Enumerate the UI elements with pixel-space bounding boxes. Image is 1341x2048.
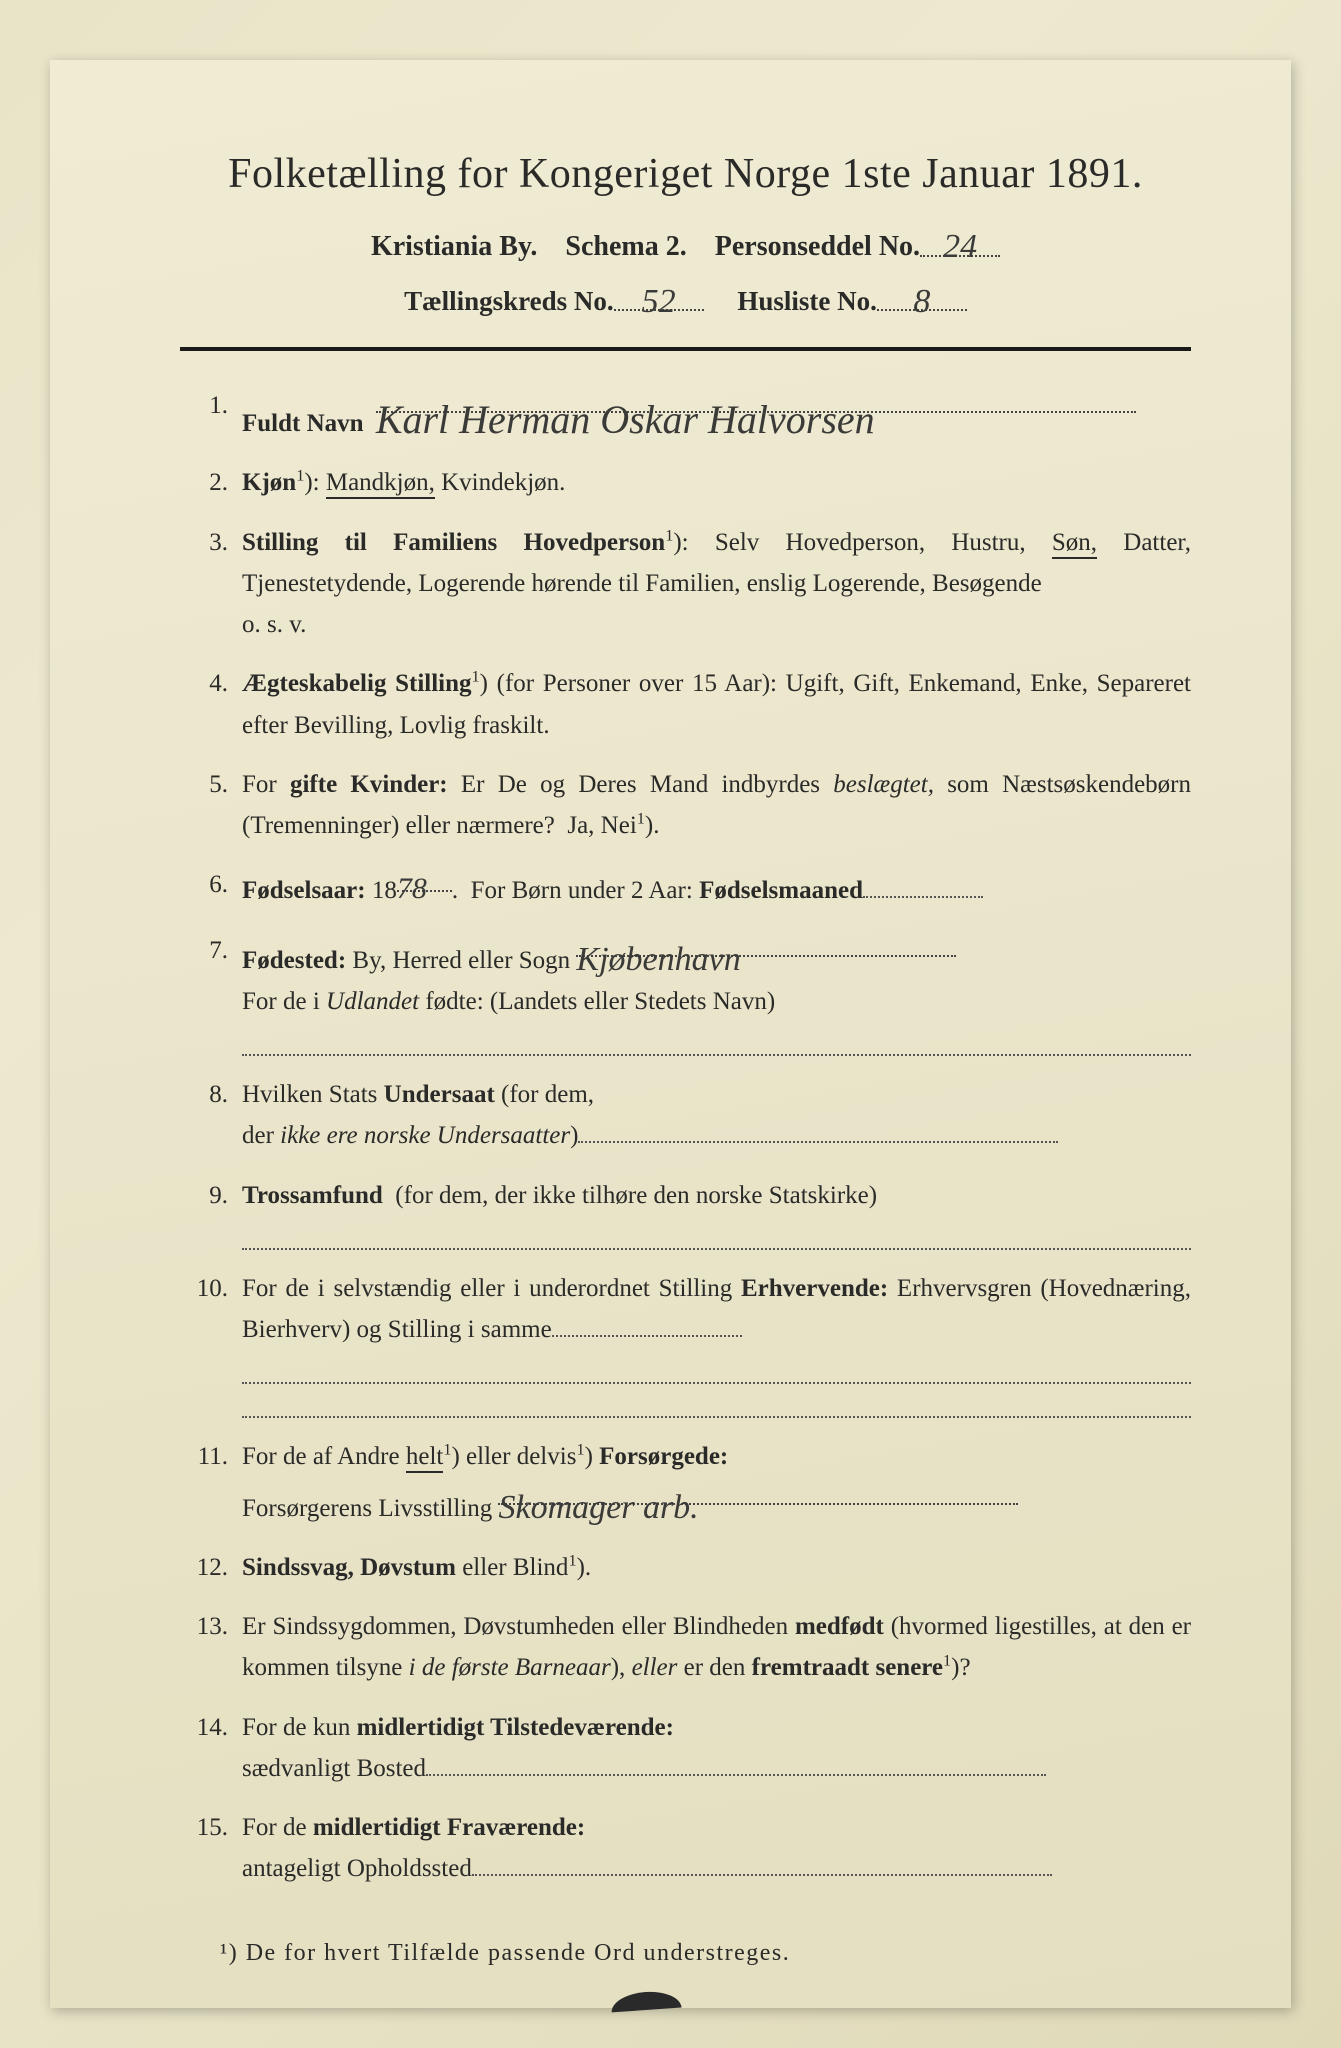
divider-rule <box>180 347 1191 351</box>
scan-background: Folketælling for Kongeriget Norge 1ste J… <box>0 0 1341 2048</box>
item-12-text: eller Blind <box>462 1554 568 1581</box>
item-1-label: Fuldt Navn <box>242 410 364 437</box>
page-tear <box>610 1990 681 2013</box>
item-5-prefix: For <box>242 771 277 798</box>
item-10: For de i selvstændig eller i underordnet… <box>180 1268 1191 1419</box>
footnote: ¹) De for hvert Tilfælde passende Ord un… <box>220 1940 1191 1967</box>
city-label: Kristiania By. <box>371 231 537 262</box>
sup-4: 1 <box>637 810 645 828</box>
personseddel-no: 24 <box>943 228 977 265</box>
item-4-label: Ægteskabelig Stilling <box>242 670 472 697</box>
item-3-tail: o. s. v. <box>242 611 306 638</box>
item-6-label: Fødselsaar: <box>242 877 366 904</box>
item-9-bold: Trossamfund <box>242 1182 383 1209</box>
third-row: Tællingskreds No. 52 Husliste No. 8 <box>180 281 1191 317</box>
item-15: For de midlertidigt Fraværende: antageli… <box>180 1807 1191 1890</box>
subtitle-row: Kristiania By. Schema 2. Personseddel No… <box>180 226 1191 263</box>
item-8-a: Hvilken Stats <box>242 1081 377 1108</box>
item-6-tailbold: Fødselsmaaned <box>699 877 863 904</box>
tallingskreds-no: 52 <box>642 283 676 320</box>
sup-6: 1 <box>576 1441 584 1459</box>
item-5: For gifte Kvinder: Er De og Deres Mand i… <box>180 764 1191 847</box>
item-11-underlined: helt <box>406 1443 444 1473</box>
schema-label: Schema 2. <box>565 231 686 262</box>
item-11-bold: Forsørgede: <box>599 1443 728 1470</box>
item-1: Fuldt Navn Karl Herman Oskar Halvorsen <box>180 385 1191 444</box>
item-10-bold: Erhvervende: <box>741 1275 888 1302</box>
item-14-text: For de kun <box>242 1714 350 1741</box>
item-5-label: gifte Kvinder: <box>290 771 448 798</box>
item-10-blank1 <box>242 1356 1191 1384</box>
item-4-paren: (for Personer over 15 Aar): <box>497 670 777 697</box>
husliste-label: Husliste No. <box>737 286 877 316</box>
form-title: Folketælling for Kongeriget Norge 1ste J… <box>180 150 1191 198</box>
item-6: Fødselsaar: 1878. For Børn under 2 Aar: … <box>180 864 1191 911</box>
item-3-selected: Søn, <box>1052 529 1097 559</box>
item-2-label: Kjøn <box>242 469 296 496</box>
item-11-a: For de af Andre <box>242 1443 400 1470</box>
item-7-text: By, Herred eller Sogn <box>352 947 570 974</box>
item-8: Hvilken Stats Undersaat (for dem, der ik… <box>180 1074 1191 1157</box>
item-15-bold: midlertidigt Fraværende: <box>313 1814 585 1841</box>
sup-7: 1 <box>568 1551 576 1569</box>
item-7-label: Fødested: <box>242 947 346 974</box>
item-14-line2: sædvanligt Bosted <box>242 1755 426 1782</box>
item-14-bold: midlertidigt Tilstedeværende: <box>357 1714 674 1741</box>
sup-5: 1 <box>443 1441 451 1459</box>
item-12: Sindssvag, Døvstum eller Blind1). <box>180 1547 1191 1588</box>
item-12-bold: Sindssvag, Døvstum <box>242 1554 456 1581</box>
item-9-blank <box>242 1222 1191 1250</box>
item-3: Stilling til Familiens Hovedperson1): Se… <box>180 522 1191 646</box>
sup-1: 1 <box>296 467 304 485</box>
form-items: Fuldt Navn Karl Herman Oskar Halvorsen K… <box>180 385 1191 1890</box>
item-2-selected: Mandkjøn, <box>326 469 435 499</box>
item-9-text: (for dem, der ikke tilhøre den norske St… <box>395 1182 877 1209</box>
item-9: Trossamfund (for dem, der ikke tilhøre d… <box>180 1175 1191 1250</box>
sup-3: 1 <box>472 668 480 686</box>
item-14: For de kun midlertidigt Tilstedeværende:… <box>180 1707 1191 1790</box>
item-4: Ægteskabelig Stilling1) (for Personer ov… <box>180 663 1191 746</box>
item-15-text: For de <box>242 1814 307 1841</box>
husliste-no: 8 <box>913 283 930 320</box>
item-8-bold: Undersaat <box>384 1081 495 1108</box>
item-10-blank2 <box>242 1390 1191 1418</box>
item-1-value: Karl Herman Oskar Halvorsen <box>376 397 875 442</box>
item-2: Kjøn1): Mandkjøn, Kvindekjøn. <box>180 462 1191 503</box>
item-11-line2: Forsørgerens Livsstilling <box>242 1495 492 1522</box>
item-6-tail-label: For Børn under 2 Aar: <box>471 877 693 904</box>
item-15-line2: antageligt Opholdssted <box>242 1855 472 1882</box>
item-11-b: eller delvis <box>466 1443 576 1470</box>
personseddel-label: Personseddel No. <box>715 231 920 262</box>
item-6-yearprefix: 18 <box>372 877 397 904</box>
item-3-label: Stilling til Familiens Hovedperson <box>242 529 665 556</box>
item-11-value: Skomager arb. <box>498 1489 698 1526</box>
sup-2: 1 <box>665 526 673 544</box>
tallingskreds-label: Tællingskreds No. <box>404 286 614 316</box>
item-7-value: Kjøbenhavn <box>576 941 740 978</box>
item-7: Fødested: By, Herred eller Sogn Kjøbenha… <box>180 930 1191 1057</box>
sup-8: 1 <box>943 1652 951 1670</box>
item-6-year: 78 <box>397 872 427 905</box>
item-8-b: (for dem, <box>501 1081 594 1108</box>
item-7-blank <box>242 1028 1191 1056</box>
item-10-a: For de i selvstændig eller i underordnet… <box>242 1275 732 1302</box>
item-13: Er Sindssygdommen, Døvstumheden eller Bl… <box>180 1606 1191 1689</box>
item-11: For de af Andre helt1) eller delvis1) Fo… <box>180 1436 1191 1529</box>
census-form: Folketælling for Kongeriget Norge 1ste J… <box>50 60 1291 2008</box>
